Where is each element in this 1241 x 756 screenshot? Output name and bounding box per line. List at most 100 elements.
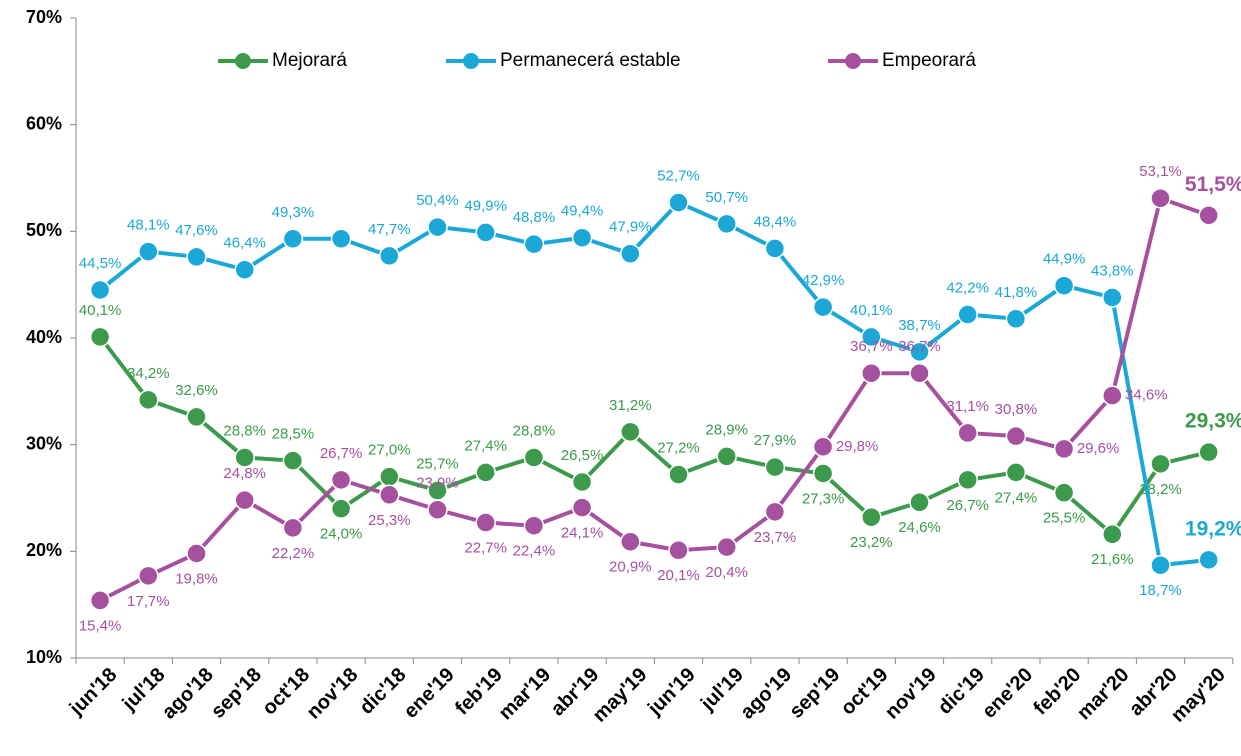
data-label: 15,4% <box>79 617 122 634</box>
marker <box>138 389 159 411</box>
marker <box>861 506 882 528</box>
marker <box>1005 308 1027 330</box>
data-label: 18,7% <box>1139 582 1182 599</box>
marker <box>909 341 930 363</box>
marker <box>861 362 882 384</box>
data-label: 29,3% <box>1185 410 1241 433</box>
x-tick-label: nov'19 <box>881 664 941 724</box>
y-tick-label: 40% <box>26 327 62 347</box>
x-tick-label: ene'19 <box>400 664 459 723</box>
marker <box>1198 441 1219 463</box>
data-label: 31,1% <box>946 398 989 415</box>
data-label: 36,7% <box>898 338 941 355</box>
marker <box>89 279 111 301</box>
data-label: 28,9% <box>705 421 748 438</box>
data-label: 25,3% <box>368 512 411 529</box>
data-label: 50,4% <box>416 192 459 209</box>
data-label: 19,8% <box>175 570 218 587</box>
marker <box>668 192 689 213</box>
data-label: 30,8% <box>995 401 1038 418</box>
marker <box>957 422 978 444</box>
data-label: 40,1% <box>79 302 122 319</box>
data-label: 47,7% <box>368 221 411 238</box>
marker <box>620 531 641 552</box>
marker <box>186 246 207 268</box>
marker <box>330 469 352 491</box>
marker <box>475 222 496 243</box>
x-tick-label: mar'20 <box>1073 664 1134 725</box>
data-label: 27,3% <box>802 490 845 507</box>
data-label: 38,7% <box>898 317 941 334</box>
data-label: 49,4% <box>561 203 604 220</box>
marker <box>812 436 834 458</box>
marker <box>861 326 882 348</box>
data-label: 27,4% <box>995 489 1038 506</box>
marker <box>571 227 593 248</box>
data-label: 48,1% <box>127 217 170 234</box>
marker <box>812 296 834 318</box>
marker <box>282 450 304 471</box>
x-tick-label: mar'19 <box>495 664 556 725</box>
data-label: 27,2% <box>657 440 700 457</box>
marker <box>764 501 786 523</box>
data-label: 20,1% <box>657 567 700 584</box>
marker <box>668 464 689 485</box>
marker <box>138 565 159 587</box>
marker <box>764 456 786 478</box>
marker <box>523 515 545 536</box>
marker <box>379 245 400 267</box>
data-label: 17,7% <box>127 593 170 610</box>
data-label: 23,7% <box>754 529 797 546</box>
data-label: 43,8% <box>1091 262 1134 279</box>
data-label: 21,6% <box>1091 551 1134 568</box>
marker <box>1053 482 1075 503</box>
marker <box>1198 205 1219 226</box>
data-label: 24,0% <box>320 526 363 543</box>
marker <box>234 489 255 511</box>
marker <box>330 498 352 519</box>
marker <box>957 469 978 491</box>
marker <box>764 238 786 259</box>
data-label: 40,1% <box>850 302 893 319</box>
marker <box>1102 524 1123 545</box>
data-label: 48,4% <box>754 213 797 230</box>
data-label: 27,9% <box>754 432 797 449</box>
marker <box>1053 438 1075 460</box>
y-tick-label: 70% <box>26 7 62 27</box>
data-label: 48,8% <box>513 209 556 226</box>
data-label: 44,5% <box>79 255 122 272</box>
data-label: 25,7% <box>416 456 459 473</box>
marker <box>186 543 207 564</box>
data-label: 51,5% <box>1185 173 1241 196</box>
legend-marker <box>235 53 251 69</box>
marker <box>475 512 496 533</box>
marker <box>909 362 930 384</box>
marker <box>1198 549 1219 571</box>
y-tick-label: 20% <box>26 540 62 560</box>
data-label: 27,0% <box>368 442 411 459</box>
marker <box>234 447 255 468</box>
legend-label: Permanecerá estable <box>500 50 681 71</box>
series-line <box>98 335 1210 537</box>
data-label: 24,1% <box>561 525 604 542</box>
marker <box>282 228 304 250</box>
data-label: 49,9% <box>464 197 507 214</box>
data-label: 23,9% <box>416 475 459 492</box>
x-tick-label: may'19 <box>589 664 652 727</box>
y-tick-label: 60% <box>26 113 62 133</box>
marker <box>89 326 111 348</box>
marker <box>909 492 930 513</box>
marker <box>427 216 448 238</box>
marker <box>716 446 737 467</box>
data-label: 47,9% <box>609 219 652 236</box>
marker <box>1053 275 1075 296</box>
data-label: 46,4% <box>223 235 266 252</box>
data-label: 24,6% <box>898 519 941 536</box>
data-label: 28,8% <box>513 422 556 439</box>
marker <box>1102 287 1123 308</box>
data-label: 32,6% <box>175 382 218 399</box>
marker <box>1005 425 1027 447</box>
data-label: 42,9% <box>802 272 845 289</box>
data-label: 26,7% <box>320 445 363 462</box>
marker <box>1005 462 1027 483</box>
